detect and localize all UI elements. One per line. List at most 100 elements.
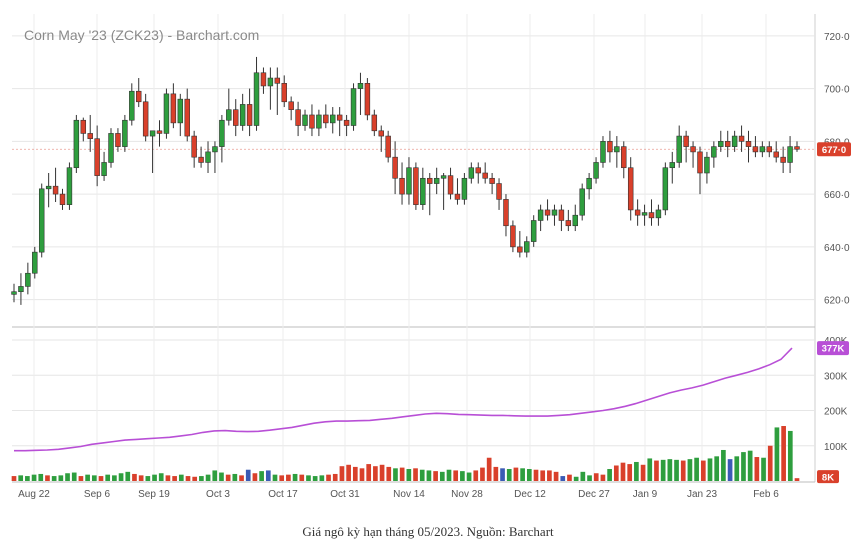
candle-body bbox=[648, 212, 655, 219]
x-tick-label: Oct 17 bbox=[268, 489, 298, 500]
candle-body bbox=[704, 156, 710, 174]
volume-bar bbox=[721, 449, 726, 481]
candle-body bbox=[295, 109, 301, 126]
volume-bar bbox=[687, 459, 693, 481]
candle-body bbox=[718, 141, 724, 147]
candle-body bbox=[11, 291, 17, 295]
volume-bar bbox=[138, 475, 144, 481]
volume-bar bbox=[700, 460, 706, 481]
candle-body bbox=[454, 193, 461, 200]
volume-bar bbox=[112, 475, 117, 481]
chart-caption: Giá ngô kỳ hạn tháng 05/2023. Nguồn: Bar… bbox=[302, 524, 554, 539]
volume-bar bbox=[245, 469, 251, 481]
candle-body bbox=[669, 162, 675, 169]
candle-body bbox=[503, 199, 509, 227]
volume-bar bbox=[85, 474, 90, 481]
volume-bar bbox=[680, 460, 686, 481]
volume-bar bbox=[31, 474, 37, 481]
candle-body bbox=[731, 135, 738, 147]
candle-body bbox=[274, 77, 281, 84]
volume-bar bbox=[38, 473, 44, 481]
volume-bar bbox=[533, 469, 539, 481]
candle-body bbox=[350, 88, 357, 126]
volume-bar bbox=[118, 473, 124, 481]
volume-bar bbox=[51, 476, 57, 481]
candle-body bbox=[399, 177, 405, 195]
candle-body bbox=[600, 141, 606, 163]
candle-body bbox=[427, 177, 433, 184]
candle-body bbox=[551, 209, 558, 216]
candle-body bbox=[253, 72, 260, 126]
x-tick-label: Aug 22 bbox=[18, 489, 50, 500]
volume-bar bbox=[393, 468, 398, 481]
volume-bar bbox=[694, 457, 699, 481]
candle-body bbox=[323, 114, 329, 124]
candle-body bbox=[558, 209, 565, 221]
volume-tick-label: 200K bbox=[824, 407, 848, 418]
x-tick-label: Oct 3 bbox=[206, 489, 230, 500]
candle-body bbox=[524, 241, 530, 253]
volume-bar bbox=[286, 474, 291, 481]
volume-bar bbox=[453, 470, 459, 481]
candle-body bbox=[32, 251, 38, 274]
volume-bar bbox=[587, 475, 592, 481]
candle-body bbox=[136, 90, 142, 103]
candle-body bbox=[239, 104, 246, 126]
candle-body bbox=[579, 188, 585, 216]
volume-bar bbox=[667, 459, 673, 481]
volume-bar bbox=[239, 475, 244, 481]
grid-lines bbox=[12, 14, 816, 483]
volume-bar bbox=[741, 452, 746, 481]
volume-bar bbox=[25, 476, 30, 481]
volume-bar bbox=[493, 466, 499, 481]
candle-body bbox=[406, 167, 412, 195]
candle-body bbox=[641, 212, 648, 216]
candle-body bbox=[621, 146, 627, 169]
x-tick-label: Sep 6 bbox=[84, 489, 111, 500]
candle-body bbox=[759, 146, 766, 153]
volume-bar bbox=[292, 473, 298, 481]
candle-body bbox=[281, 83, 287, 103]
candle-body bbox=[510, 225, 516, 248]
volume-bar bbox=[613, 465, 619, 481]
candle-body bbox=[357, 83, 364, 89]
volume-bar bbox=[145, 476, 151, 481]
volume-bar bbox=[747, 450, 753, 481]
last-price-badge-text: 677·0 bbox=[822, 145, 846, 156]
volume-bar bbox=[627, 464, 633, 481]
candle-body bbox=[766, 146, 773, 153]
candle-body bbox=[461, 177, 468, 200]
volume-bar bbox=[761, 457, 766, 481]
candle-body bbox=[80, 119, 87, 134]
candle-body bbox=[156, 130, 163, 134]
x-tick-label: Dec 12 bbox=[514, 489, 546, 500]
candle-body bbox=[634, 209, 641, 216]
last-volume-badge bbox=[817, 470, 839, 484]
candle-body bbox=[163, 93, 170, 134]
candle-body bbox=[226, 109, 232, 121]
candle-body bbox=[392, 156, 398, 179]
volume-bar bbox=[787, 430, 793, 481]
volume-bar bbox=[607, 469, 612, 481]
volume-bar bbox=[460, 471, 465, 481]
volume-bar bbox=[319, 475, 325, 481]
candle-body bbox=[586, 177, 592, 190]
volume-bar bbox=[58, 475, 64, 481]
volume-bar bbox=[205, 474, 211, 481]
last-price-badge bbox=[817, 142, 851, 157]
candle-body bbox=[108, 133, 114, 163]
volume-bar bbox=[486, 457, 492, 481]
volume-bar bbox=[553, 471, 559, 481]
volume-bar bbox=[413, 468, 418, 481]
candle-body bbox=[711, 146, 717, 158]
volume-bar bbox=[473, 470, 479, 481]
candle-body bbox=[149, 130, 156, 137]
chart-title: Corn May '23 (ZCK23) - Barchart.com bbox=[24, 27, 259, 43]
candle-body bbox=[336, 114, 343, 121]
candle-body bbox=[593, 162, 599, 179]
volume-bar bbox=[674, 459, 679, 481]
volume-bar bbox=[446, 469, 452, 481]
candle-body bbox=[101, 162, 107, 176]
volume-bar bbox=[339, 466, 345, 481]
